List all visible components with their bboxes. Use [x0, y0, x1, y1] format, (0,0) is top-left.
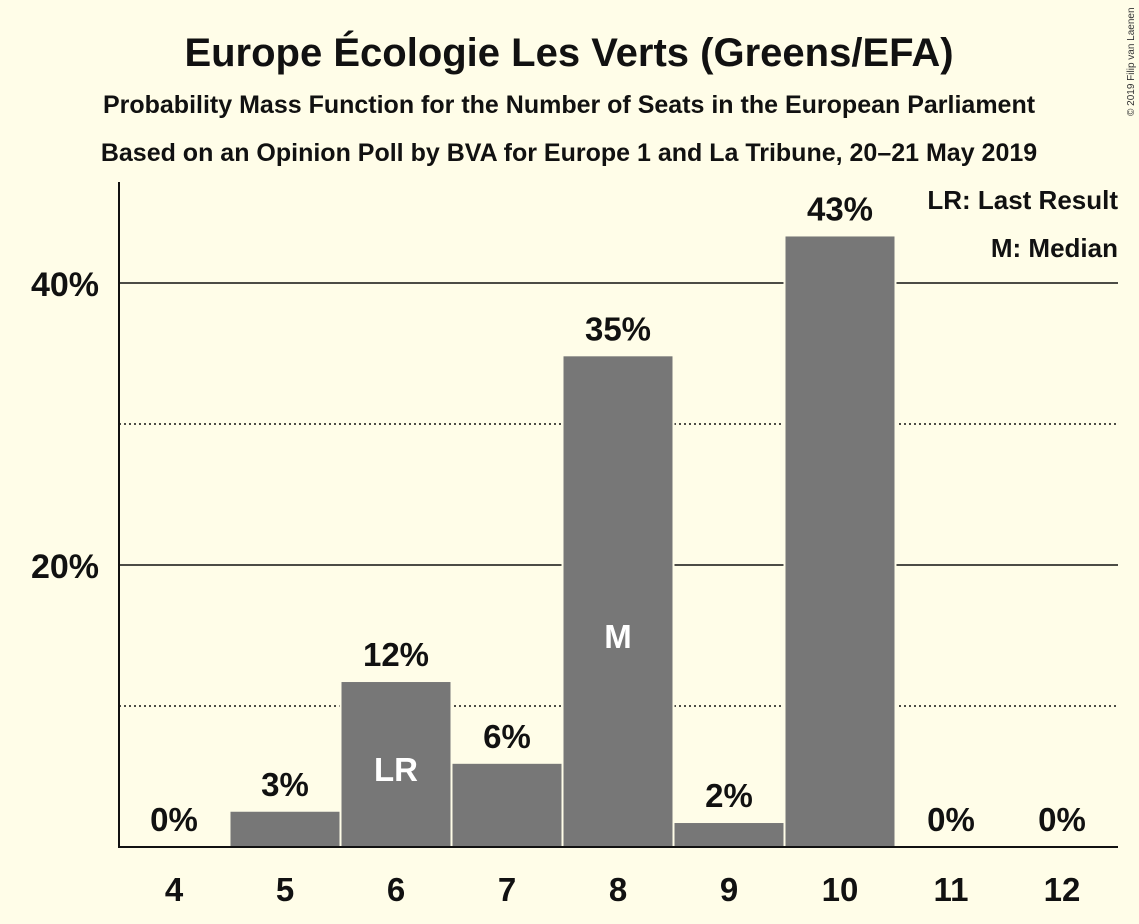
bar	[674, 823, 784, 847]
copyright-note: © 2019 Filip van Laenen	[1126, 7, 1137, 116]
bar	[341, 682, 451, 847]
legend-last-result: LR: Last Result	[927, 185, 1118, 215]
x-tick-label: 11	[934, 871, 969, 908]
data-label-halo	[473, 717, 541, 756]
data-label: 35%	[585, 310, 651, 347]
x-tick-label: 6	[387, 871, 405, 908]
y-tick-label: 40%	[31, 266, 99, 304]
data-label-halo	[584, 310, 652, 349]
bar-marker: LR	[374, 751, 418, 788]
x-tick-label: 9	[720, 871, 738, 908]
data-label: 43%	[807, 190, 873, 227]
chart-title: Europe Écologie Les Verts (Greens/EFA)	[184, 30, 953, 75]
bar	[452, 763, 562, 847]
data-label-halo	[362, 636, 430, 675]
legend-median: M: Median	[991, 233, 1118, 263]
data-label: 0%	[927, 801, 975, 838]
chart-subtitle-source: Based on an Opinion Poll by BVA for Euro…	[101, 139, 1037, 167]
axes	[118, 182, 1118, 848]
data-label-halo	[917, 801, 985, 839]
data-label: 2%	[705, 777, 753, 814]
data-label-halo	[140, 801, 208, 839]
bars	[228, 232, 897, 848]
x-tick-label: 12	[1044, 871, 1081, 908]
bar	[230, 811, 340, 847]
data-label: 12%	[363, 636, 429, 673]
bar	[563, 356, 673, 847]
data-label: 0%	[1038, 801, 1086, 838]
data-label: 6%	[483, 718, 531, 755]
data-label-halo	[806, 190, 874, 229]
data-label: 0%	[150, 801, 198, 838]
y-tick-label: 20%	[31, 548, 99, 586]
x-tick-label: 5	[276, 871, 294, 908]
x-tick-label: 4	[165, 871, 184, 908]
bar	[785, 236, 895, 848]
x-tick-label: 7	[498, 871, 516, 908]
chart-subtitle: Probability Mass Function for the Number…	[103, 91, 1036, 119]
labels: 20%40%0%43%512%66%735%82%943%100%110%12L…	[31, 190, 1096, 908]
x-tick-label: 10	[822, 871, 859, 908]
data-label: 3%	[261, 766, 309, 803]
data-label-halo	[695, 777, 763, 816]
bar-marker: M	[604, 618, 632, 655]
x-tick-label: 8	[609, 871, 627, 908]
data-label-halo	[1028, 801, 1096, 839]
data-label-halo	[251, 765, 319, 804]
